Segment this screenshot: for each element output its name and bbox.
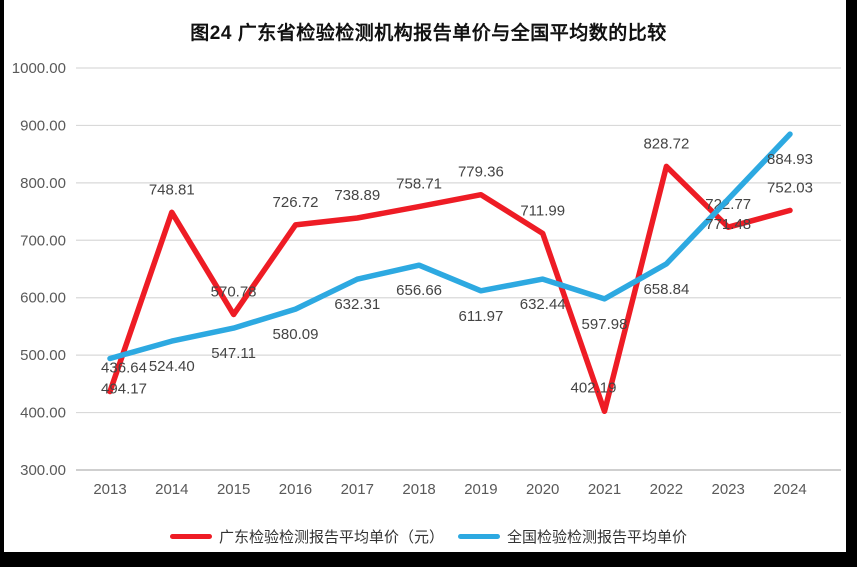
- x-axis-tick-label: 2023: [711, 481, 744, 498]
- data-label: 884.93: [767, 151, 813, 168]
- legend-item-guangdong: 广东检验检测报告平均单价（元）: [169, 526, 444, 547]
- legend-line-swatch-red: [169, 534, 212, 539]
- x-axis-tick-label: 2022: [650, 481, 683, 498]
- data-label: 494.17: [101, 381, 147, 398]
- y-axis-tick-label: 300.00: [20, 462, 66, 479]
- x-axis-tick-label: 2021: [588, 481, 621, 498]
- data-label: 711.99: [520, 202, 565, 219]
- x-axis-tick-label: 2015: [217, 481, 250, 498]
- data-label: 402.19: [571, 379, 617, 396]
- page-edge-bottom: [0, 552, 857, 567]
- y-axis-tick-label: 900.00: [20, 117, 66, 134]
- x-axis-tick-label: 2014: [155, 481, 188, 498]
- page-edge-right: [846, 0, 857, 567]
- page-edge-left: [0, 0, 4, 567]
- y-axis-tick-label: 400.00: [20, 405, 66, 422]
- data-label: 656.66: [396, 282, 442, 299]
- y-axis-tick-label: 800.00: [20, 175, 66, 192]
- x-axis-tick-label: 2020: [526, 481, 559, 498]
- y-axis-tick-label: 1000.00: [12, 60, 66, 77]
- y-axis-tick-label: 700.00: [20, 232, 66, 249]
- data-label: 580.09: [273, 326, 319, 343]
- series-line-guangdong: [107, 163, 793, 415]
- x-axis-tick-label: 2013: [93, 481, 126, 498]
- data-label: 779.36: [458, 164, 504, 181]
- data-label: 611.97: [459, 308, 504, 325]
- data-label: 597.98: [582, 316, 628, 333]
- legend-item-national: 全国检验检测报告平均单价: [458, 526, 687, 547]
- x-axis-tick-label: 2018: [402, 481, 435, 498]
- x-axis-tick-label: 2024: [773, 481, 806, 498]
- y-axis-tick-label: 600.00: [20, 290, 66, 307]
- data-label: 524.40: [149, 358, 195, 375]
- y-axis-tick-label: 500.00: [20, 347, 66, 364]
- x-axis-tick-label: 2016: [279, 481, 312, 498]
- data-label: 771.48: [705, 216, 751, 233]
- chart-title: 图24 广东省检验检测机构报告单价与全国平均数的比较: [190, 23, 667, 44]
- legend-line-swatch-blue: [458, 534, 500, 539]
- data-label: 752.03: [767, 179, 813, 196]
- x-axis-tick-label: 2019: [464, 481, 497, 498]
- legend-label-national: 全国检验检测报告平均单价: [507, 529, 688, 546]
- chart-legend: 广东检验检测报告平均单价（元） 全国检验检测报告平均单价: [0, 526, 857, 547]
- x-axis-tick-label: 2017: [341, 481, 374, 498]
- data-label: 726.72: [273, 194, 319, 211]
- data-label: 570.78: [211, 284, 257, 301]
- data-label: 738.89: [334, 187, 380, 204]
- data-label: 547.11: [211, 345, 256, 362]
- legend-label-guangdong: 广东检验检测报告平均单价（元）: [218, 529, 444, 546]
- data-label: 632.31: [334, 296, 380, 313]
- data-label: 828.72: [643, 135, 689, 152]
- data-label: 748.81: [149, 181, 195, 198]
- data-label: 758.71: [396, 176, 442, 193]
- data-label: 658.84: [643, 281, 689, 298]
- series-line-national: [107, 131, 793, 362]
- data-label: 632.44: [520, 296, 566, 313]
- data-label: 436.64: [101, 360, 147, 377]
